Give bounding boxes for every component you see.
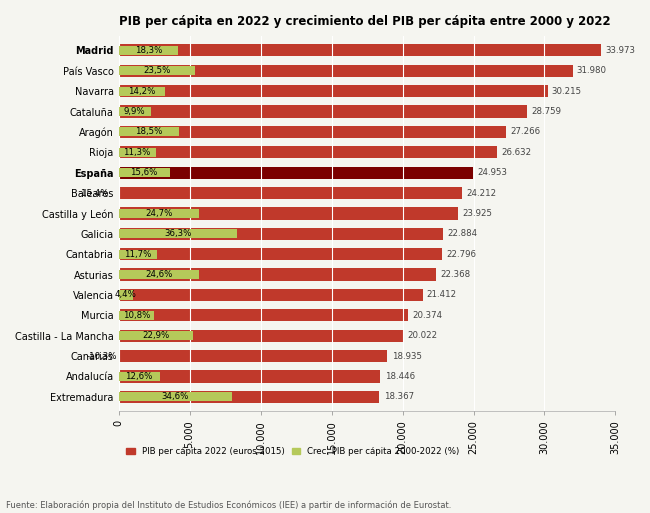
Bar (118, 250, 157, 259)
Text: -10,3%: -10,3% (86, 351, 117, 361)
Bar (118, 148, 155, 157)
Text: 24,6%: 24,6% (145, 270, 172, 279)
Text: 22.368: 22.368 (441, 270, 471, 279)
Text: 31.980: 31.980 (577, 66, 607, 75)
Text: 12,6%: 12,6% (125, 372, 153, 381)
Text: 30.215: 30.215 (552, 87, 582, 95)
Text: 23,5%: 23,5% (143, 66, 171, 75)
Bar (118, 329, 403, 342)
Bar (118, 268, 436, 281)
Text: 28.759: 28.759 (531, 107, 561, 116)
Text: 11,7%: 11,7% (124, 250, 151, 259)
Text: 36,3%: 36,3% (164, 229, 192, 239)
Text: 18,5%: 18,5% (135, 127, 162, 136)
Bar (118, 87, 165, 96)
Text: 4,4%: 4,4% (115, 290, 136, 300)
Text: 26.632: 26.632 (501, 148, 531, 157)
Bar (118, 167, 473, 179)
Bar (118, 207, 458, 220)
Bar (118, 127, 179, 136)
Bar (118, 392, 231, 401)
Text: -15,4%: -15,4% (78, 189, 109, 198)
Text: 18.446: 18.446 (385, 372, 415, 381)
Bar (118, 46, 178, 55)
Bar (118, 44, 601, 56)
Text: 24.953: 24.953 (477, 168, 507, 177)
Bar (118, 209, 200, 218)
Text: 15,6%: 15,6% (131, 168, 158, 177)
Text: 10,8%: 10,8% (123, 311, 150, 320)
Bar (118, 270, 199, 279)
Text: 24,7%: 24,7% (145, 209, 173, 218)
Text: 21.412: 21.412 (427, 290, 457, 300)
Text: 33.973: 33.973 (605, 46, 635, 55)
Bar (118, 370, 380, 383)
Bar (118, 391, 380, 403)
Text: 22.796: 22.796 (447, 250, 476, 259)
Text: Fuente: Elaboración propia del Instituto de Estudios Económicos (IEE) a partir d: Fuente: Elaboración propia del Instituto… (6, 501, 452, 510)
Bar (118, 350, 387, 362)
Bar (118, 331, 194, 340)
Legend: PIB per cápita 2022 (euros 2015), Crec. PIB per cápita 2000-2022 (%): PIB per cápita 2022 (euros 2015), Crec. … (123, 443, 463, 459)
Text: 22.884: 22.884 (448, 229, 478, 239)
Bar (118, 290, 133, 300)
Bar (118, 146, 497, 159)
Bar (118, 85, 547, 97)
Text: 18.935: 18.935 (392, 351, 422, 361)
Bar (118, 105, 527, 117)
Text: 11,3%: 11,3% (124, 148, 151, 157)
Text: 20.374: 20.374 (412, 311, 442, 320)
Bar (118, 228, 443, 240)
Bar (85, 351, 118, 361)
Text: 18,3%: 18,3% (135, 46, 162, 55)
Bar (118, 311, 154, 320)
Text: 27.266: 27.266 (510, 127, 540, 136)
Bar (118, 248, 442, 260)
Bar (118, 65, 573, 77)
Bar (118, 107, 151, 116)
Bar (118, 168, 170, 177)
Bar (118, 309, 408, 322)
Bar (118, 126, 506, 138)
Bar (118, 289, 423, 301)
Bar (118, 229, 237, 239)
Text: 20.022: 20.022 (407, 331, 437, 340)
Bar (118, 187, 462, 199)
Bar (118, 372, 160, 381)
Bar (118, 66, 196, 75)
Text: 22,9%: 22,9% (142, 331, 170, 340)
Text: 24.212: 24.212 (467, 189, 497, 198)
Text: 18.367: 18.367 (384, 392, 414, 401)
Bar (68, 188, 118, 198)
Text: 14,2%: 14,2% (128, 87, 155, 95)
Text: PIB per cápita en 2022 y crecimiento del PIB per cápita entre 2000 y 2022: PIB per cápita en 2022 y crecimiento del… (118, 15, 610, 28)
Text: 9,9%: 9,9% (124, 107, 146, 116)
Text: 34,6%: 34,6% (161, 392, 188, 401)
Text: 23.925: 23.925 (463, 209, 493, 218)
